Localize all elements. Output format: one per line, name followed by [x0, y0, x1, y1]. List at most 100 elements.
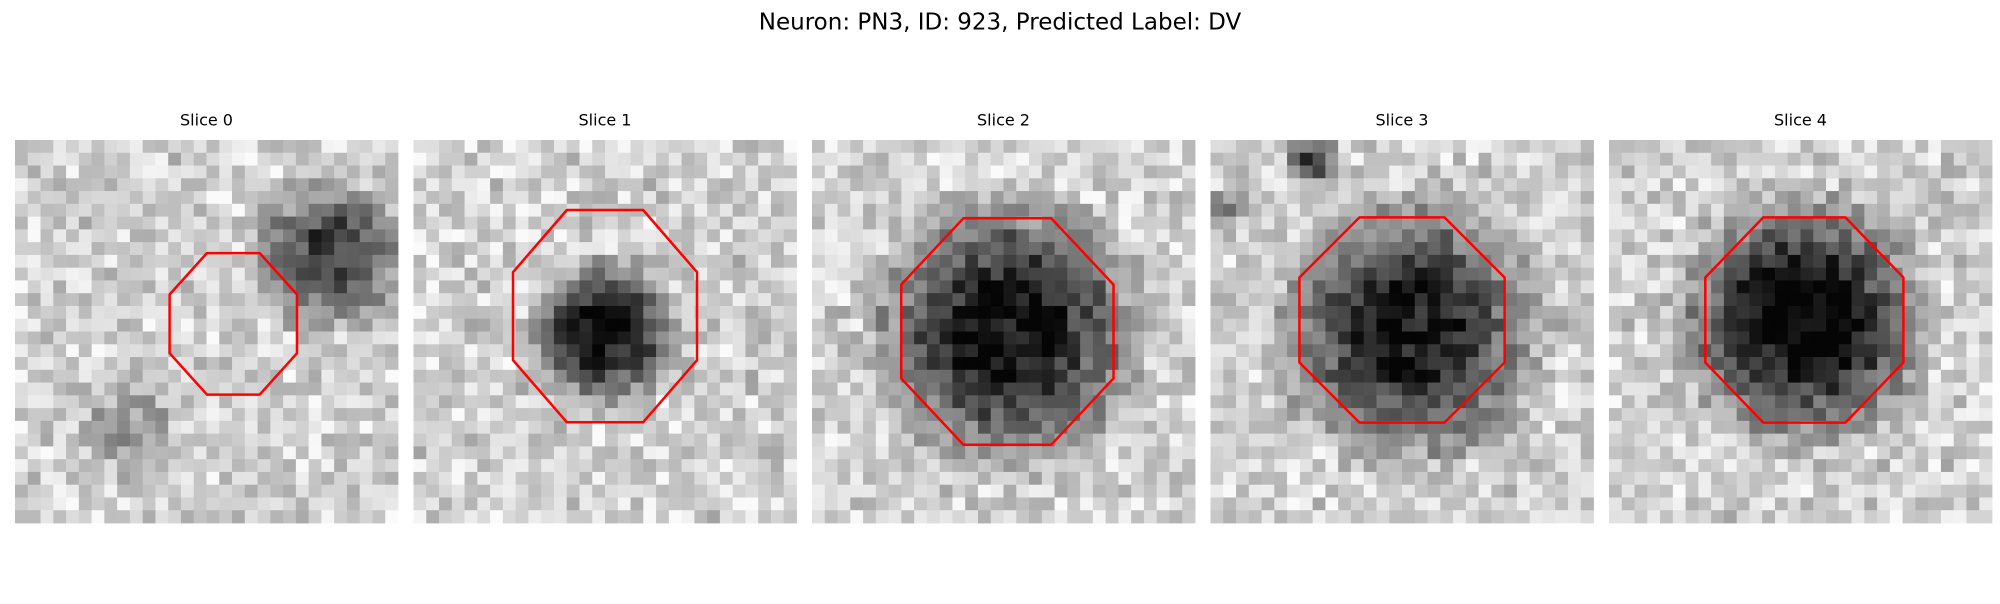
pixel [308, 305, 322, 320]
pixel [129, 203, 144, 217]
pixel [1928, 267, 1942, 281]
pixel [155, 280, 169, 294]
pixel [359, 178, 373, 192]
pixel [1414, 395, 1428, 409]
pixel [1516, 140, 1531, 154]
pixel [1762, 408, 1776, 422]
pixel [888, 408, 902, 422]
pixel [91, 280, 105, 294]
pixel [334, 229, 348, 243]
pixel [1928, 369, 1942, 383]
pixel [1672, 484, 1686, 498]
pixel [1312, 471, 1326, 486]
pixel [1736, 510, 1750, 524]
pixel [270, 280, 284, 294]
pixel [1889, 191, 1904, 205]
pixel [1236, 459, 1250, 473]
pixel [1660, 191, 1674, 205]
pixel [1427, 305, 1441, 320]
pixel [502, 152, 517, 166]
pixel [824, 242, 838, 256]
pixel [1826, 395, 1840, 409]
pixel [53, 254, 67, 269]
pixel [1105, 254, 1119, 269]
pixel [1402, 369, 1416, 383]
pixel [1016, 357, 1030, 371]
pixel [1105, 484, 1119, 498]
pixel [219, 382, 233, 396]
pixel [1580, 140, 1594, 154]
pixel [681, 331, 695, 345]
pixel [1567, 446, 1582, 460]
pixel [592, 254, 606, 269]
pixel [451, 152, 465, 166]
pixel [1634, 280, 1648, 294]
pixel [1555, 216, 1569, 230]
pixel [1749, 242, 1763, 256]
pixel [1774, 318, 1789, 332]
pixel [1634, 305, 1648, 320]
pixel [219, 216, 233, 230]
pixel [129, 395, 144, 409]
pixel [321, 140, 335, 154]
pixel [1877, 459, 1891, 473]
pixel [863, 408, 877, 422]
pixel [78, 267, 92, 281]
pixel [1453, 471, 1467, 486]
pixel [1131, 510, 1145, 524]
pixel [78, 140, 92, 154]
pixel [104, 191, 118, 205]
pixel [1621, 318, 1635, 332]
pixel [630, 471, 644, 486]
pixel [901, 408, 915, 422]
pixel [219, 191, 233, 205]
pixel [1414, 433, 1428, 447]
pixel [180, 165, 195, 179]
pixel [758, 471, 772, 486]
pixel [1029, 216, 1043, 230]
pixel [592, 459, 606, 473]
pixel [1877, 344, 1891, 358]
pixel [1182, 446, 1196, 460]
pixel [1003, 331, 1017, 345]
pixel [939, 318, 953, 332]
pixel [926, 395, 941, 409]
pixel [939, 267, 953, 281]
pixel [952, 484, 966, 498]
pixel [656, 446, 670, 460]
pixel [1105, 305, 1119, 320]
pixel [359, 408, 373, 422]
pixel [270, 331, 284, 345]
pixel [1169, 331, 1183, 345]
pixel [1105, 191, 1119, 205]
pixel [1041, 510, 1055, 524]
pixel [1054, 267, 1068, 281]
pixel [1067, 420, 1081, 435]
pixel [1338, 267, 1352, 281]
pixel [1979, 382, 1993, 396]
pixel [850, 395, 864, 409]
pixel [1016, 420, 1030, 435]
pixel [812, 497, 826, 511]
pixel [515, 408, 529, 422]
pixel [812, 369, 826, 383]
pixel [965, 242, 979, 256]
pixel [1864, 369, 1878, 383]
pixel [566, 318, 580, 332]
pixel [168, 408, 182, 422]
pixel [359, 229, 373, 243]
pixel [1236, 293, 1250, 307]
pixel [1864, 382, 1878, 396]
pixel [668, 408, 682, 422]
pixel [1711, 357, 1725, 371]
pixel [1156, 254, 1170, 269]
pixel [206, 254, 220, 269]
pixel [1182, 510, 1196, 524]
pixel [1940, 280, 1955, 294]
pixel [837, 305, 851, 320]
pixel [321, 446, 335, 460]
pixel [812, 408, 826, 422]
pixel [1723, 497, 1738, 511]
pixel [1787, 254, 1801, 269]
pixel [783, 267, 797, 281]
